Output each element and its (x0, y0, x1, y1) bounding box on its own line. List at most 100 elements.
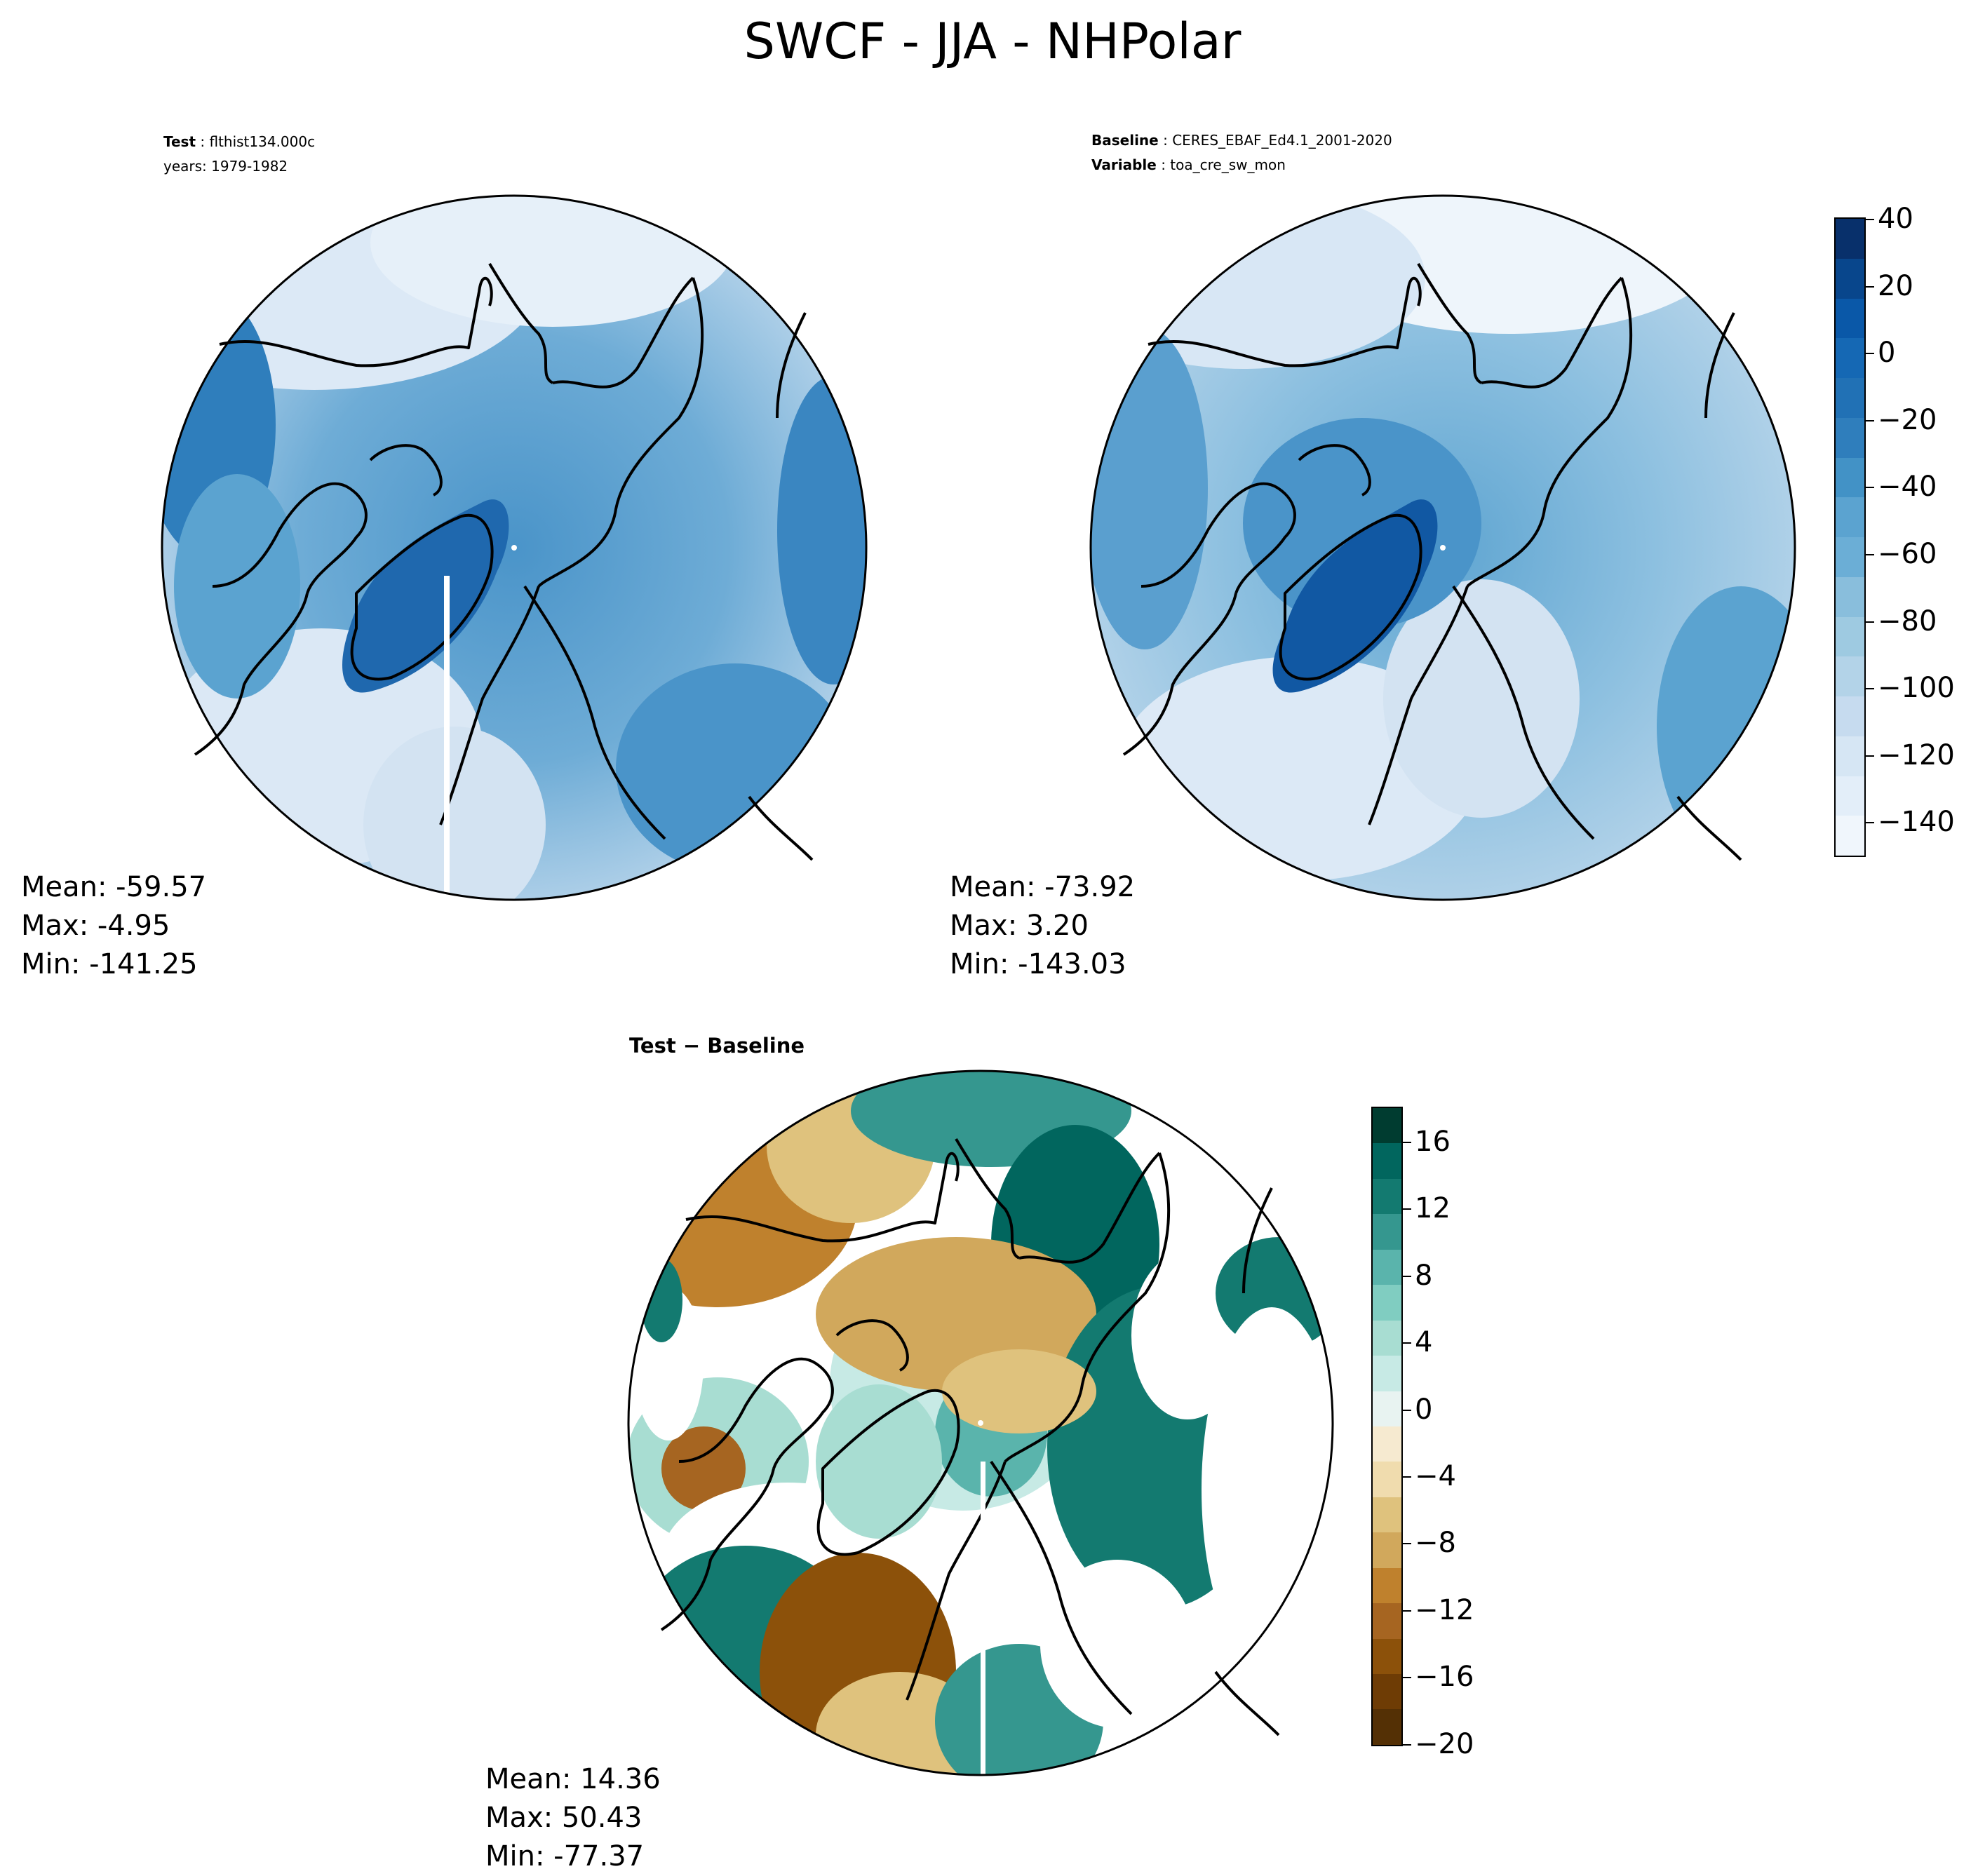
main-colorbar-tick-mark (1866, 419, 1874, 421)
main-colorbar-tick-label: 0 (1878, 337, 1896, 370)
main-colorbar-tick-mark (1866, 554, 1874, 555)
main-colorbar-color-step (1836, 776, 1864, 816)
main-colorbar-tick-mark (1866, 353, 1874, 355)
main-colorbar-tick-mark (1866, 822, 1874, 824)
main-colorbar-color-step (1836, 696, 1864, 736)
difference-colorbar-color-step (1373, 1532, 1401, 1568)
difference-colorbar-color-step (1373, 1638, 1401, 1674)
main-colorbar-color-step (1836, 219, 1864, 259)
difference-colorbar-tick-label: −16 (1415, 1661, 1474, 1694)
difference-colorbar-tick-mark (1403, 1743, 1411, 1746)
test-label-value: flthist134.000c (209, 133, 316, 150)
difference-colorbar-tick-mark (1403, 1275, 1411, 1277)
difference-polar-map (627, 1069, 1334, 1777)
difference-label: Test − Baseline (629, 1034, 805, 1058)
difference-colorbar-tick-label: 8 (1415, 1259, 1433, 1292)
difference-colorbar-tick-label: 12 (1415, 1192, 1451, 1225)
difference-colorbar-color-step (1373, 1391, 1401, 1426)
difference-colorbar-color-step (1373, 1143, 1401, 1179)
test-min: Min: -141.25 (21, 948, 198, 980)
main-colorbar-color-step (1836, 378, 1864, 418)
difference-colorbar-tick-mark (1403, 1476, 1411, 1478)
test-label-key: Test (163, 133, 196, 150)
main-colorbar-color-step (1836, 616, 1864, 657)
main-colorbar-tick-mark (1866, 285, 1874, 288)
difference-colorbar-tick-mark (1403, 1610, 1411, 1612)
difference-colorbar-tick-label: −8 (1415, 1527, 1456, 1560)
difference-colorbar-color-step (1373, 1249, 1401, 1285)
test-mean: Mean: -59.57 (21, 871, 207, 903)
difference-colorbar-tick-label: 0 (1415, 1393, 1433, 1426)
baseline-polar-map (1089, 194, 1796, 901)
main-colorbar (1834, 217, 1866, 857)
test-stats: Mean: -59.57 Max: -4.95 Min: -141.25 (21, 868, 206, 984)
main-colorbar-color-step (1836, 417, 1864, 458)
difference-stats: Mean: 14.36 Max: 50.43 Min: -77.37 (485, 1760, 661, 1876)
main-colorbar-tick-label: −60 (1878, 538, 1937, 570)
test-max: Max: -4.95 (21, 910, 170, 942)
difference-colorbar-color-step (1373, 1108, 1401, 1144)
difference-colorbar-color-step (1373, 1462, 1401, 1497)
difference-colorbar-color-step (1373, 1674, 1401, 1710)
difference-colorbar-color-step (1373, 1285, 1401, 1321)
test-years: years: 1979-1982 (163, 158, 288, 175)
main-colorbar-color-step (1836, 656, 1864, 696)
difference-colorbar-color-step (1373, 1603, 1401, 1639)
baseline-min: Min: -143.03 (950, 948, 1126, 980)
test-metadata: Test : flthist134.000c years: 1979-1982 (163, 130, 315, 179)
test-polar-map (161, 194, 868, 902)
main-colorbar-color-step (1836, 497, 1864, 537)
difference-colorbar-color-step (1373, 1709, 1401, 1745)
main-colorbar-tick-mark (1866, 755, 1874, 757)
difference-colorbar-tick-label: 16 (1415, 1126, 1451, 1158)
difference-colorbar-color-step (1373, 1214, 1401, 1250)
baseline-mean: Mean: -73.92 (950, 871, 1136, 903)
figure-title: SWCF - JJA - NHPolar (743, 13, 1242, 70)
difference-colorbar-color-step (1373, 1426, 1401, 1462)
main-colorbar-color-step (1836, 338, 1864, 378)
difference-colorbar-tick-mark (1403, 1342, 1411, 1344)
main-colorbar-tick-label: −80 (1878, 605, 1937, 637)
main-colorbar-tick-label: −100 (1878, 672, 1955, 705)
difference-colorbar-tick-mark (1403, 1543, 1411, 1545)
main-colorbar-tick-label: −140 (1878, 806, 1955, 839)
difference-colorbar-tick-label: 4 (1415, 1326, 1433, 1359)
main-colorbar-color-step (1836, 576, 1864, 617)
baseline-label-key: Baseline (1091, 132, 1159, 149)
difference-colorbar-color-step (1373, 1356, 1401, 1391)
difference-colorbar-tick-mark (1403, 1208, 1411, 1210)
main-colorbar-color-step (1836, 537, 1864, 577)
difference-colorbar-color-step (1373, 1567, 1401, 1604)
difference-colorbar-tick-label: −12 (1415, 1593, 1474, 1626)
main-colorbar-color-step (1836, 258, 1864, 299)
baseline-label-value: CERES_EBAF_Ed4.1_2001-2020 (1172, 132, 1392, 149)
baseline-variable-key: Variable (1091, 156, 1157, 173)
difference-colorbar-tick-label: −20 (1415, 1727, 1474, 1760)
difference-colorbar-color-step (1373, 1497, 1401, 1533)
main-colorbar-tick-label: −20 (1878, 403, 1937, 436)
baseline-variable-value: toa_cre_sw_mon (1170, 156, 1286, 173)
main-colorbar-tick-label: −40 (1878, 471, 1937, 504)
main-colorbar-color-step (1836, 736, 1864, 776)
main-colorbar-tick-mark (1866, 688, 1874, 690)
main-colorbar-tick-label: −120 (1878, 738, 1955, 771)
baseline-metadata: Baseline : CERES_EBAF_Ed4.1_2001-2020 Va… (1091, 132, 1392, 173)
difference-mean: Mean: 14.36 (485, 1763, 661, 1795)
main-colorbar-tick-mark (1866, 487, 1874, 489)
difference-colorbar-tick-mark (1403, 1409, 1411, 1411)
baseline-stats: Mean: -73.92 Max: 3.20 Min: -143.03 (950, 868, 1135, 984)
baseline-max: Max: 3.20 (950, 910, 1089, 942)
main-colorbar-color-step (1836, 816, 1864, 856)
difference-colorbar-tick-label: −4 (1415, 1460, 1456, 1492)
difference-colorbar-color-step (1373, 1320, 1401, 1356)
main-colorbar-tick-label: 20 (1878, 269, 1913, 302)
difference-colorbar-tick-mark (1403, 1677, 1411, 1679)
main-colorbar-color-step (1836, 298, 1864, 339)
main-colorbar-tick-mark (1866, 621, 1874, 623)
difference-max: Max: 50.43 (485, 1802, 642, 1834)
main-colorbar-color-step (1836, 457, 1864, 498)
difference-colorbar-tick-mark (1403, 1142, 1411, 1143)
difference-min: Min: -77.37 (485, 1840, 645, 1872)
main-colorbar-tick-mark (1866, 219, 1874, 220)
main-colorbar-tick-label: 40 (1878, 203, 1913, 235)
